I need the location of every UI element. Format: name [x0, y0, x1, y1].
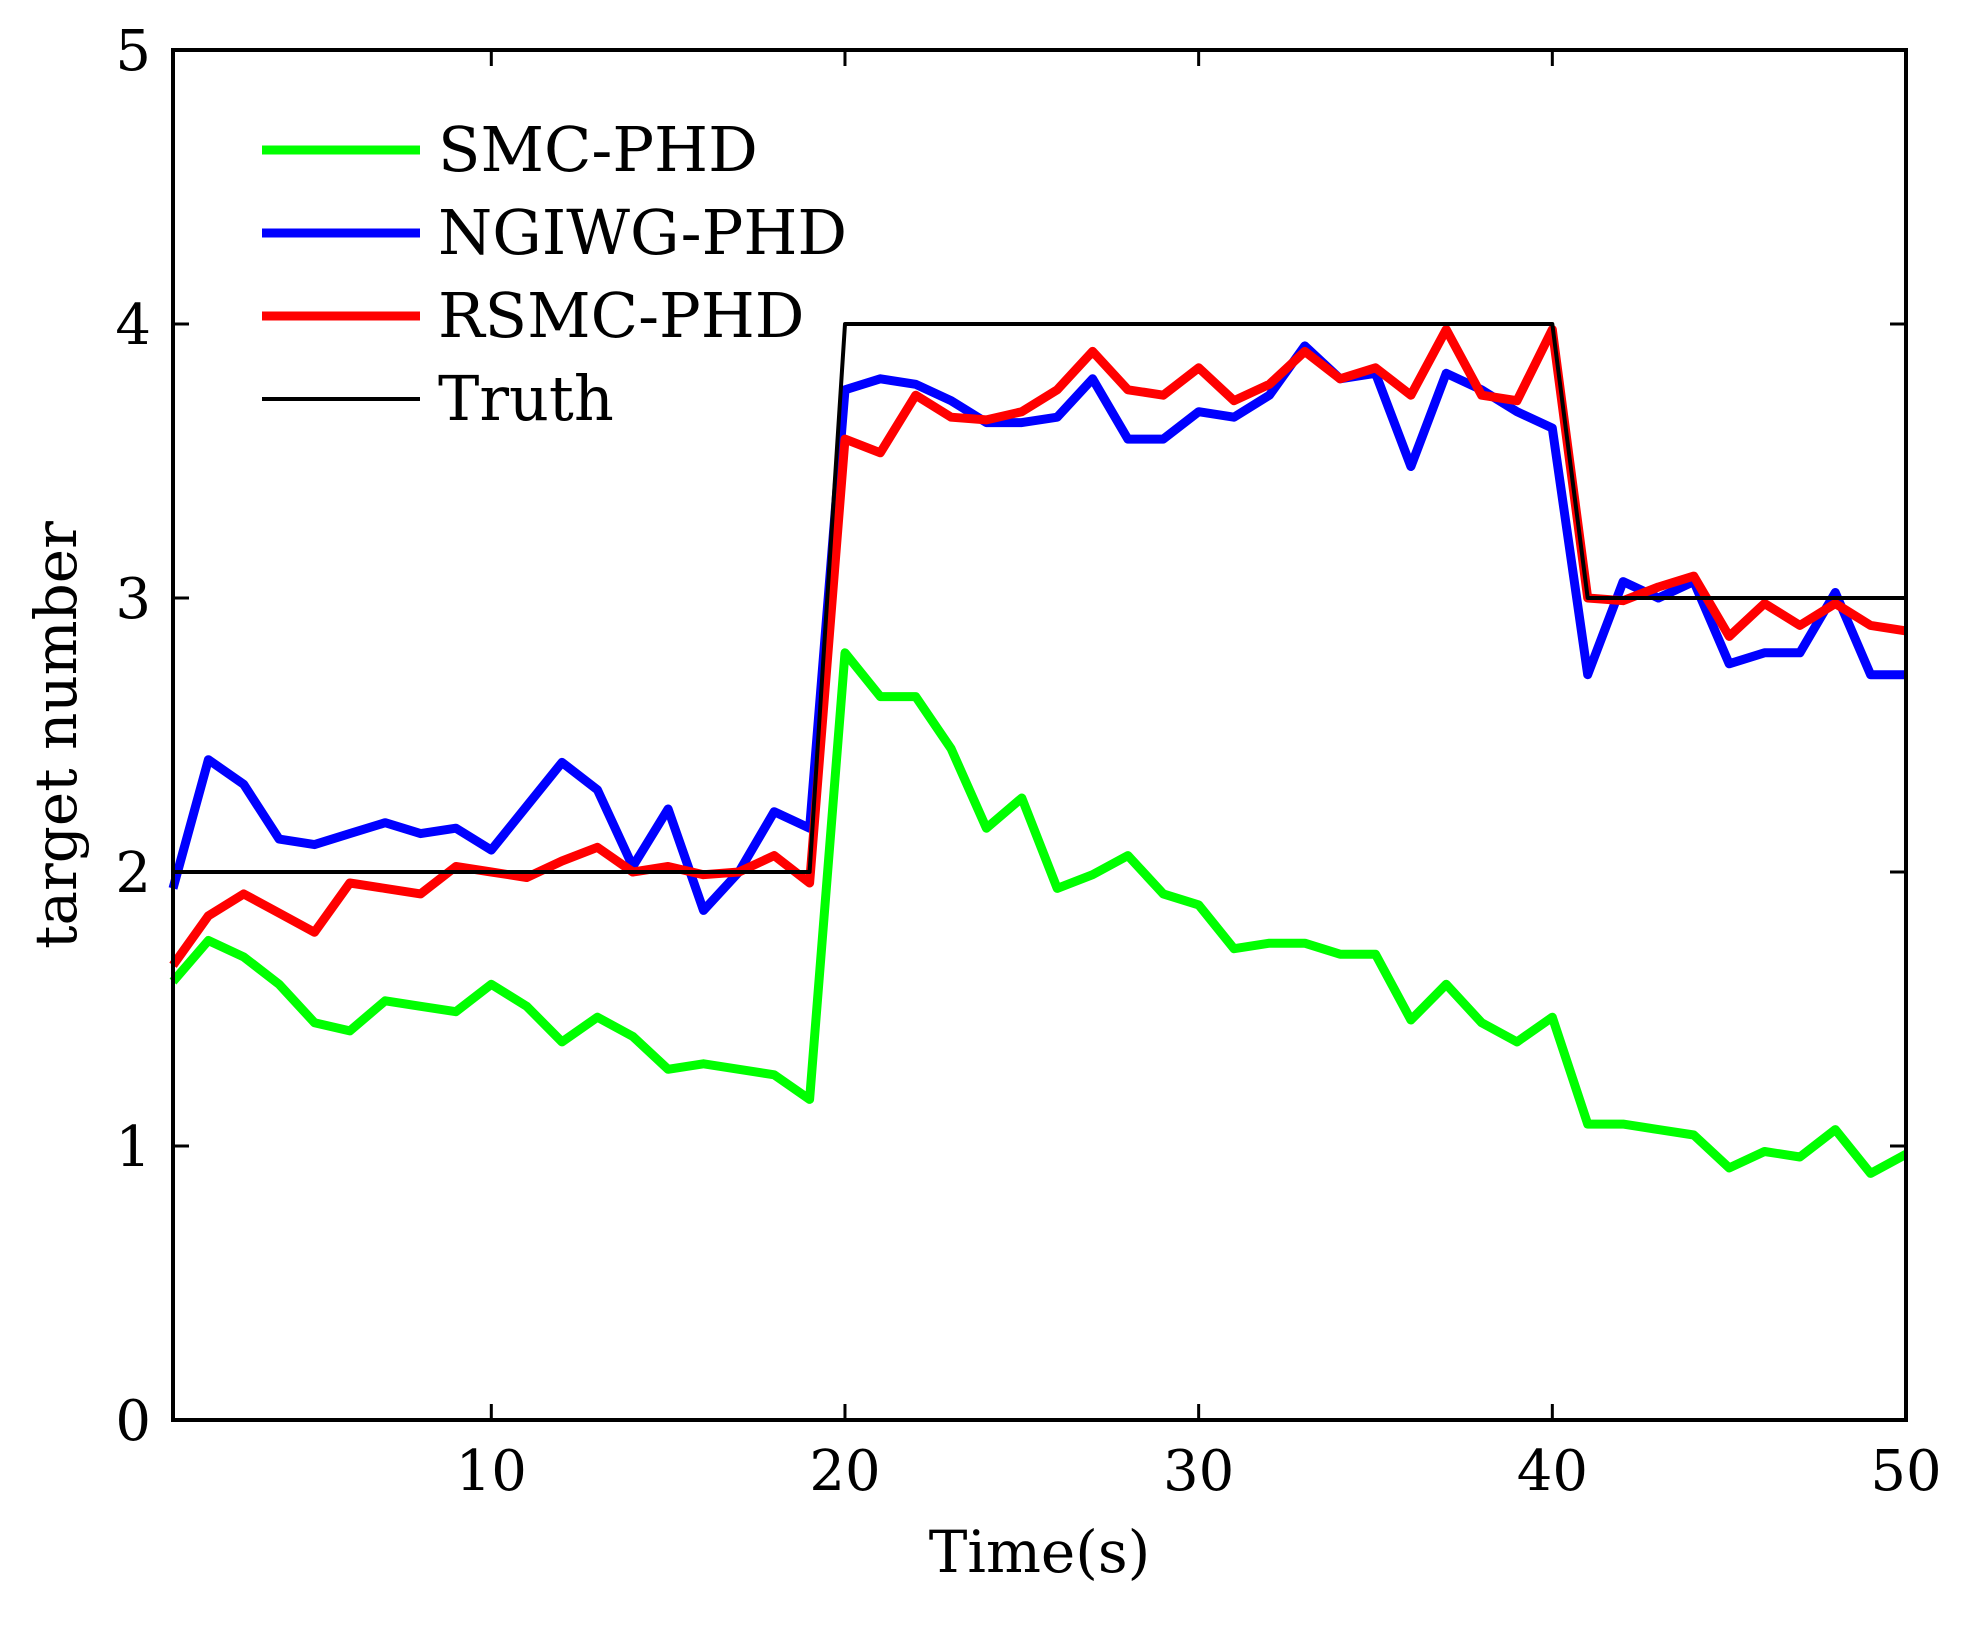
series-line-rsmc-phd [169, 325, 1907, 968]
x-tick-label: 20 [809, 1439, 880, 1504]
series-layer [168, 322, 1909, 1178]
y-axis-label: target number [22, 521, 90, 949]
x-tick-label: 10 [456, 1439, 527, 1504]
legend-label-smc-phd: SMC-PHD [438, 113, 758, 186]
legend-label-ngiwg-phd: NGIWG-PHD [438, 196, 847, 269]
y-tick-label: 1 [115, 1115, 151, 1180]
ticks-layer: 10 20 30 40 50 0 1 2 3 4 5 [115, 19, 1941, 1504]
legend-label-rsmc-phd: RSMC-PHD [438, 279, 805, 352]
legend-label-truth: Truth [438, 362, 614, 435]
series-line-smc-phd [169, 648, 1909, 1178]
plot-frame [171, 48, 1908, 1422]
legend: SMC-PHD NGIWG-PHD RSMC-PHD Truth [262, 113, 847, 435]
x-tick-label: 50 [1870, 1439, 1941, 1504]
series-line-truth [173, 322, 1906, 874]
y-tick-label: 0 [115, 1389, 151, 1454]
y-tick-label: 2 [115, 841, 151, 906]
y-tick-label: 3 [115, 567, 151, 632]
x-tick-label: 40 [1517, 1439, 1588, 1504]
y-tick-label: 4 [115, 293, 151, 358]
x-axis-label: Time(s) [929, 1518, 1151, 1586]
y-tick-label: 5 [115, 19, 151, 84]
x-tick-label: 30 [1163, 1439, 1234, 1504]
series-line-ngiwg-phd [168, 341, 1906, 915]
